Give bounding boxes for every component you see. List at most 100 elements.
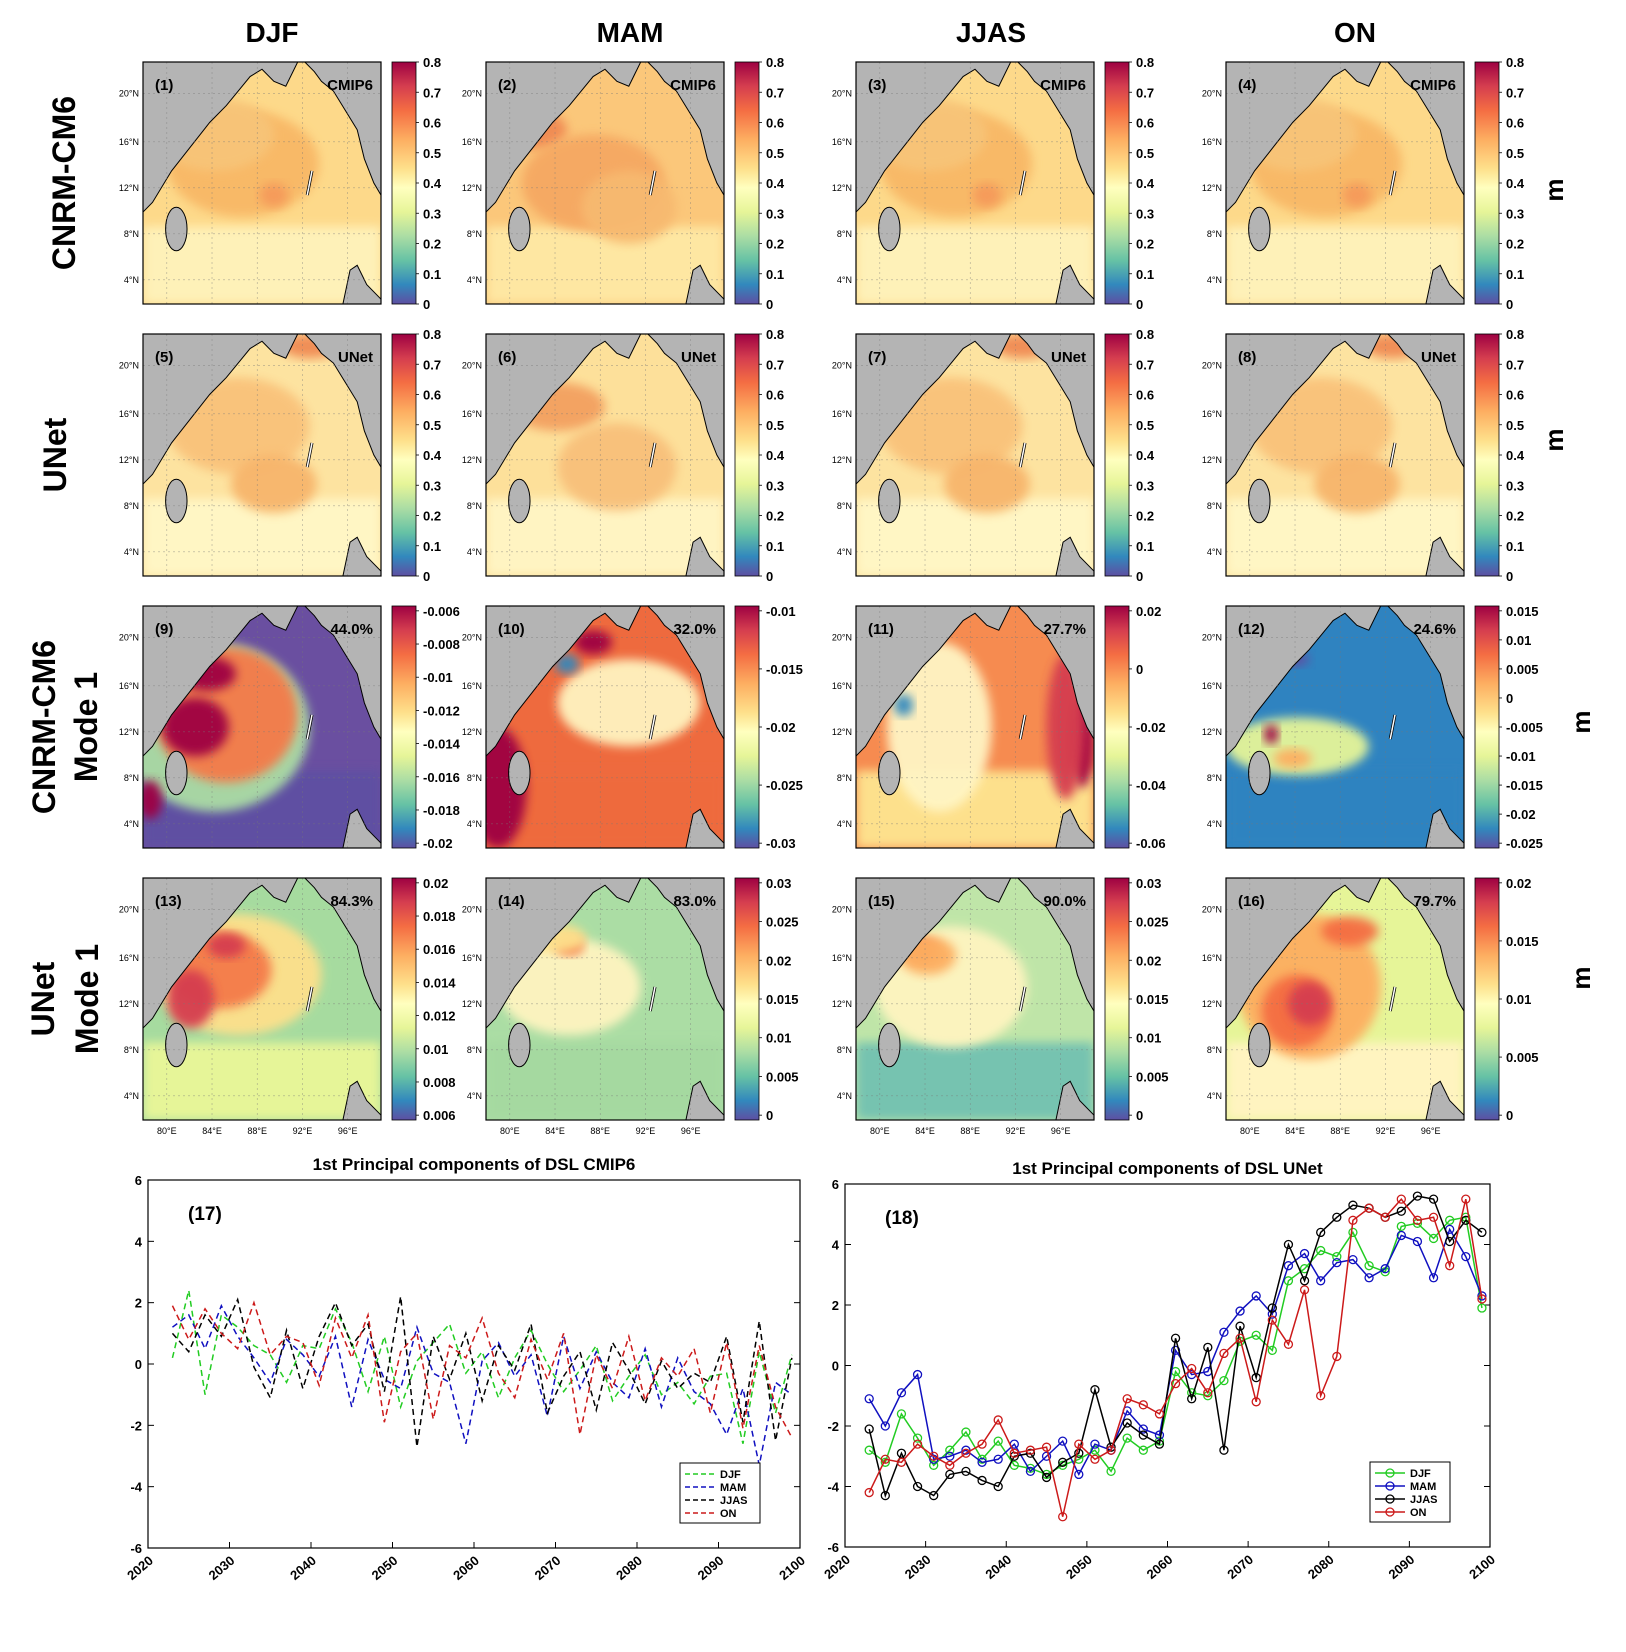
colorbar-tick-label: 0.8 [423, 327, 441, 342]
data-point [1154, 1439, 1165, 1449]
row-label-line2: Mode 1 [69, 944, 105, 1054]
series-mam [864, 1224, 1487, 1480]
lon-tick-label: 92°E [636, 1126, 656, 1136]
colorbar-tick-label: 0.02 [423, 876, 448, 891]
panel-tag-label: 32.0% [673, 621, 716, 638]
lat-tick-label: 20°N [462, 360, 482, 370]
data-point [1074, 1469, 1084, 1480]
panel-tag-label: CMIP6 [1410, 77, 1456, 94]
colorbar-tick-label: 0.8 [423, 55, 441, 70]
colorbar-tick-label: -0.005 [1506, 720, 1543, 735]
y-tick-label: -2 [130, 1418, 142, 1433]
series-line-mam [868, 1227, 1483, 1477]
row-label-line1: CNRM-CM6 [26, 640, 62, 814]
colorbar: 0.8 0.7 0.6 0.5 0.4 0.3 0.2 0.1 0 [391, 55, 442, 312]
map-panel-16: (16) 79.7% 20°N 16°N 12°N 8°N 4°N 0.02 0.015 0.01… [1202, 876, 1539, 1123]
panel-id-label: (2) [498, 77, 516, 94]
colorbar-tick-label: 0.5 [1506, 418, 1524, 433]
sri-lanka [165, 478, 188, 524]
lat-tick-label: 16°N [832, 953, 852, 963]
unit-label-4: m [1566, 966, 1596, 989]
data-point [864, 1424, 874, 1434]
colorbar: 0.8 0.7 0.6 0.5 0.4 0.3 0.2 0.1 0 [1104, 55, 1155, 312]
panel-id-label: (9) [155, 621, 173, 638]
sri-lanka [878, 750, 901, 796]
colorbar-tick-label: 0.1 [1506, 539, 1524, 554]
column-header-jjas: JJAS [956, 17, 1026, 48]
colorbar-tick-label: -0.008 [423, 637, 460, 652]
graticule [1226, 62, 1464, 304]
data-point [1009, 1448, 1019, 1458]
data-point [1235, 1306, 1245, 1316]
sri-lanka [508, 478, 531, 524]
colorbar-tick-label: -0.06 [1136, 836, 1166, 851]
colorbar-tick-label: 0.2 [766, 509, 784, 524]
lat-tick-label: 4°N [467, 275, 482, 285]
panel-tag-label: UNet [1421, 349, 1456, 366]
row-label-3: CNRM-CM6 Mode 1 [26, 640, 104, 814]
x-tick-label: 2020 [821, 1552, 853, 1582]
x-tick-label: 2050 [1063, 1552, 1095, 1582]
colorbar-tick-label: -0.025 [1506, 836, 1543, 851]
lat-tick-label: 16°N [1202, 953, 1222, 963]
colorbar-tick-label: 0.4 [1506, 448, 1525, 463]
graticule [856, 878, 1094, 1120]
data-point [1332, 1258, 1342, 1268]
colorbar-tick-label: -0.03 [766, 836, 796, 851]
data-point [1477, 1294, 1487, 1304]
sri-lanka [878, 478, 901, 524]
lon-tick-label: 88°E [247, 1126, 267, 1136]
lon-tick-label: 84°E [1285, 1126, 1305, 1136]
lon-tick-label: 84°E [202, 1126, 222, 1136]
sri-lanka [1248, 478, 1271, 524]
data-point [1396, 1230, 1406, 1241]
x-tick-label: 2090 [695, 1553, 727, 1583]
colorbar-tick-label: 0.1 [423, 267, 441, 282]
map-frame [855, 333, 1095, 577]
colorbar-tick-label: 0.03 [1136, 876, 1161, 891]
lat-tick-label: 20°N [1202, 360, 1222, 370]
colorbar-gradient [1104, 877, 1130, 1121]
colorbar-tick-label: 0 [1506, 569, 1513, 584]
lat-tick-label: 8°N [837, 1045, 852, 1055]
data-point [1219, 1348, 1229, 1359]
colorbar-tick-label: 0.2 [1506, 237, 1524, 252]
data-point [1154, 1430, 1165, 1440]
lat-tick-label: 20°N [119, 360, 139, 370]
lat-tick-label: 12°N [832, 999, 852, 1009]
lat-tick-label: 4°N [1207, 1091, 1222, 1101]
lat-tick-label: 8°N [467, 501, 482, 511]
colorbar-tick-label: -0.02 [423, 836, 453, 851]
colorbar-tick-label: -0.015 [1506, 778, 1543, 793]
colorbar-gradient [391, 877, 417, 1121]
data-point [961, 1448, 971, 1458]
lat-tick-label: 12°N [832, 455, 852, 465]
colorbar-tick-label: 0.7 [766, 85, 784, 100]
lat-tick-label: 12°N [462, 183, 482, 193]
colorbar-tick-label: 0.5 [423, 418, 441, 433]
colorbar-tick-label: 0.7 [423, 85, 441, 100]
colorbar: 0.02 0.015 0.01 0.005 0 [1474, 876, 1539, 1123]
data-point [1267, 1345, 1277, 1356]
map-panel-10: (10) 32.0%20°N16°N12°N8°N4°N-0.01-0.015-0… [462, 604, 803, 851]
lat-tick-label: 20°N [832, 632, 852, 642]
panel-tag-label: 27.7% [1043, 621, 1086, 638]
lat-tick-label: 20°N [832, 904, 852, 914]
colorbar-tick-label: -0.01 [766, 604, 796, 619]
colorbar-gradient [1104, 61, 1130, 305]
colorbar-gradient [734, 333, 760, 577]
colorbar-tick-label: 0.005 [1136, 1069, 1169, 1084]
x-tick-label: 2100 [776, 1553, 808, 1583]
colorbar-tick-label: 0.025 [766, 915, 799, 930]
colorbar-tick-label: 0.4 [423, 448, 442, 463]
y-tick-label: 6 [135, 1173, 142, 1188]
lon-tick-label: 96°E [1051, 1126, 1071, 1136]
colorbar-tick-label: 0.018 [423, 909, 456, 924]
graticule [486, 62, 724, 304]
lat-tick-label: 20°N [119, 632, 139, 642]
legend-entry-djf: DJF [720, 1469, 741, 1481]
lat-tick-label: 16°N [119, 953, 139, 963]
lat-tick-label: 16°N [1202, 409, 1222, 419]
lat-tick-label: 8°N [1207, 773, 1222, 783]
colorbar-tick-label: 0.1 [766, 539, 784, 554]
